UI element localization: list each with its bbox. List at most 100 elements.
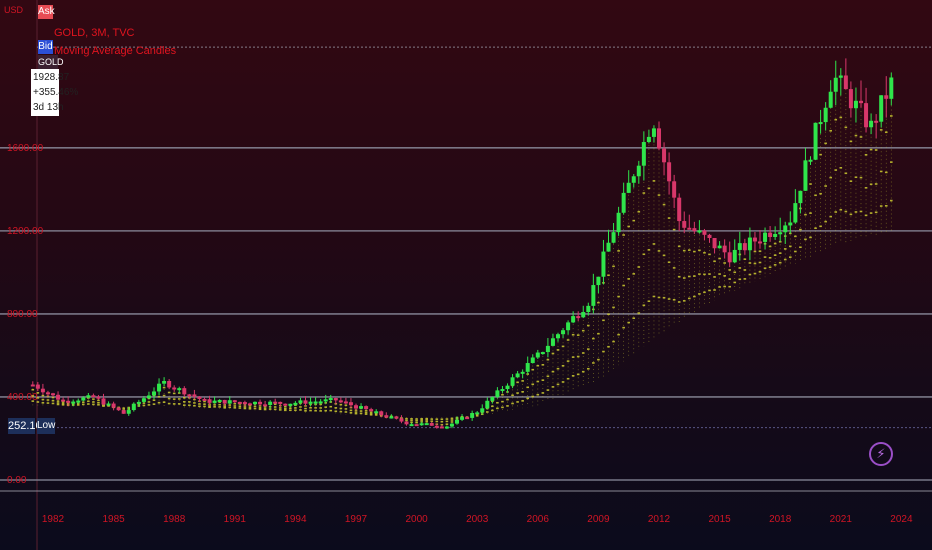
ma-point <box>667 298 671 300</box>
candle-body <box>626 182 631 193</box>
ma-point <box>344 411 348 413</box>
candle-body <box>374 411 379 414</box>
ma-point <box>688 275 691 278</box>
chart-title[interactable]: GOLD, 3M, TVC <box>54 27 135 39</box>
ma-point <box>622 234 625 236</box>
candle-body <box>747 237 752 251</box>
ma-point <box>773 254 777 256</box>
ma-point <box>314 407 317 409</box>
candle-body <box>187 394 192 397</box>
candle-body <box>222 399 227 404</box>
candle-body <box>389 416 394 419</box>
ma-point <box>556 349 560 351</box>
ma-point <box>581 370 585 373</box>
candle-body <box>177 388 182 391</box>
ma-point <box>41 402 45 404</box>
ma-point <box>541 364 545 366</box>
candle-body <box>268 401 273 405</box>
ma-point <box>571 356 575 358</box>
candle-body <box>273 401 278 404</box>
ma-point <box>844 172 848 175</box>
ma-point <box>223 406 226 409</box>
currency-label: USD <box>4 5 24 15</box>
x-tick-label: 1991 <box>224 514 247 525</box>
ma-point <box>339 403 343 406</box>
ma-point <box>203 400 206 403</box>
candle-body <box>116 407 121 411</box>
ma-point <box>581 352 585 354</box>
ma-point <box>243 407 247 410</box>
ma-point <box>501 406 504 409</box>
ma-point <box>339 410 343 413</box>
ma-point <box>859 136 863 138</box>
candle-body <box>303 400 308 404</box>
bid-badge[interactable]: Bid <box>38 40 53 54</box>
ma-point <box>859 176 863 179</box>
ma-point <box>278 407 282 409</box>
ma-point <box>284 409 287 412</box>
ma-point <box>541 379 545 381</box>
ma-point <box>420 419 423 421</box>
ma-point <box>587 348 590 350</box>
ma-point <box>682 300 686 302</box>
ma-point <box>228 406 232 409</box>
ma-point <box>31 395 35 397</box>
ma-point <box>677 275 681 278</box>
ma-point <box>556 383 560 386</box>
ma-point <box>627 225 630 228</box>
ma-point <box>324 409 327 412</box>
candle-body <box>40 388 45 393</box>
ma-point <box>884 131 888 134</box>
ma-point <box>632 273 636 275</box>
ma-point <box>172 392 176 395</box>
candle-body <box>520 371 525 374</box>
ma-point <box>475 413 479 416</box>
ma-point <box>167 391 171 394</box>
ma-point <box>248 404 252 407</box>
ma-point <box>576 355 580 358</box>
ma-point <box>546 358 550 361</box>
ma-point <box>36 392 40 394</box>
ma-point <box>248 408 252 410</box>
ma-point <box>61 401 65 403</box>
candle-body <box>449 423 454 427</box>
ma-point <box>662 203 666 206</box>
candle-body <box>843 75 848 90</box>
candle-body <box>298 400 303 403</box>
candle-body <box>692 228 697 232</box>
ma-point <box>809 212 812 214</box>
ma-point <box>652 243 656 245</box>
ma-point <box>768 256 772 259</box>
indicator-legend[interactable]: Moving Average Candles <box>54 45 177 57</box>
ma-point <box>324 406 327 408</box>
ask-badge[interactable]: Ask <box>38 5 55 19</box>
ma-point <box>56 403 60 406</box>
ma-point <box>743 269 747 271</box>
ma-point <box>440 423 444 426</box>
candle-body <box>480 408 485 413</box>
ma-point <box>253 407 257 410</box>
ma-point <box>723 262 726 264</box>
ma-point <box>425 420 428 423</box>
ma-point <box>829 129 832 132</box>
candle-body <box>167 380 172 388</box>
ma-point <box>142 404 146 407</box>
candle-body <box>460 417 465 420</box>
lightning-icon[interactable]: ⚡ <box>869 442 893 466</box>
ma-point <box>329 405 333 408</box>
ma-point <box>450 421 454 423</box>
candle-body <box>591 285 596 306</box>
ma-point <box>890 161 893 163</box>
x-tick-label: 1997 <box>345 514 368 525</box>
ma-point <box>41 398 45 401</box>
ma-point <box>597 358 600 361</box>
ma-point <box>172 398 176 400</box>
ma-point <box>602 319 605 322</box>
candle-body <box>813 122 818 160</box>
y-tick-label: 1200.00 <box>7 226 44 237</box>
symbol-badge: GOLD <box>38 55 64 69</box>
ma-point <box>677 245 681 248</box>
ma-point <box>273 403 277 406</box>
